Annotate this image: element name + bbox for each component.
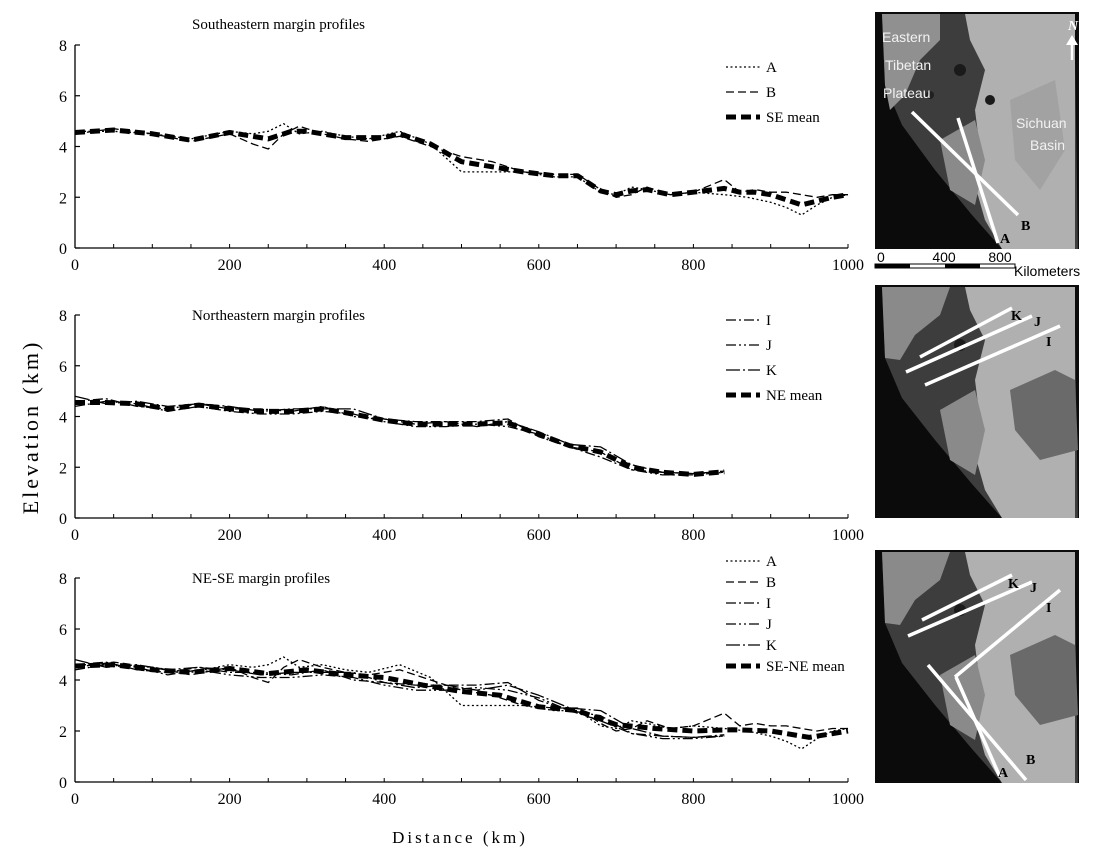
map-label-basin: Basin xyxy=(1030,137,1065,153)
x-tick-label: 600 xyxy=(527,257,551,274)
x-tick-label: 800 xyxy=(681,527,705,544)
map-label-eastern: Eastern xyxy=(882,29,930,45)
chart-title: NE-SE margin profiles xyxy=(192,571,330,587)
series-line-ne-mean xyxy=(75,400,725,477)
map-label-i: I xyxy=(1046,601,1051,616)
x-tick-label: 0 xyxy=(71,791,79,808)
x-tick-label: 400 xyxy=(372,257,396,274)
profile-line-i xyxy=(924,324,1061,387)
series-line-j xyxy=(74,664,725,740)
legend-label: B xyxy=(766,575,776,591)
y-tick-label: 0 xyxy=(59,775,67,792)
y-axis-label: Elevation (km) xyxy=(18,340,43,515)
y-tick-label: 6 xyxy=(59,622,67,639)
x-tick-label: 1000 xyxy=(832,791,864,808)
y-tick-label: 2 xyxy=(59,460,67,477)
map-label-j: J xyxy=(1030,581,1037,596)
y-tick-label: 0 xyxy=(59,241,67,258)
chart-northeastern-profiles: 0 2 4 6 8 0 200 400 600 800 1000 Northeastern margi… xyxy=(59,308,864,544)
y-tick-label: 2 xyxy=(59,190,67,207)
y-tick-label: 6 xyxy=(59,359,67,376)
x-tick-label: 200 xyxy=(218,257,242,274)
profile-line-b xyxy=(910,110,1020,217)
x-tick-label: 600 xyxy=(527,791,551,808)
x-tick-label: 200 xyxy=(218,527,242,544)
series-line-b xyxy=(74,658,848,732)
chart-ne-se-profiles: 0 2 4 6 8 0 200 400 600 800 1000 NE-SE margin profi… xyxy=(59,554,864,808)
x-tick-label: 400 xyxy=(372,527,396,544)
map-label-k: K xyxy=(1008,577,1019,592)
scale-tick-0: 0 xyxy=(877,249,885,265)
map-label-sichuan: Sichuan xyxy=(1016,115,1067,131)
map-label-plateau: Plateau xyxy=(883,85,930,101)
y-tick-label: 6 xyxy=(59,89,67,106)
y-tick-label: 0 xyxy=(59,511,67,528)
legend-label: SE-NE mean xyxy=(766,659,845,675)
chart-title: Southeastern margin profiles xyxy=(192,17,365,33)
x-tick-label: 200 xyxy=(218,791,242,808)
profile-line-a xyxy=(956,117,1000,244)
map-label-b: B xyxy=(1026,753,1035,768)
map-label-k: K xyxy=(1011,309,1022,324)
profile-line-j xyxy=(905,314,1033,374)
x-tick-label: 0 xyxy=(71,257,79,274)
y-tick-label: 2 xyxy=(59,724,67,741)
legend-label: K xyxy=(766,638,777,654)
chart-title: Northeastern margin profiles xyxy=(192,308,365,324)
scale-tick-400: 400 xyxy=(932,249,956,265)
legend-label: A xyxy=(766,60,777,76)
map-label-tibetan: Tibetan xyxy=(885,57,931,73)
chart-southeastern-profiles: 0 2 4 6 8 0 200 400 600 800 1000 Southeastern margi… xyxy=(59,17,864,274)
legend-label: SE mean xyxy=(766,110,820,126)
y-tick-label: 8 xyxy=(59,38,67,55)
legend-label: NE mean xyxy=(766,388,823,404)
scale-tick-800: 800 xyxy=(988,249,1012,265)
y-tick-label: 4 xyxy=(59,140,67,157)
legend-label: J xyxy=(766,617,772,633)
map-northeastern: K J I xyxy=(875,285,1079,518)
scale-unit: Kilometers xyxy=(1014,263,1080,279)
series-line-b xyxy=(74,125,848,198)
legend-label: I xyxy=(766,596,771,612)
profile-line-k xyxy=(919,306,1013,359)
series-line-k xyxy=(74,658,725,739)
x-tick-label: 0 xyxy=(71,527,79,544)
legend-label: J xyxy=(766,338,772,354)
x-tick-label: 600 xyxy=(527,527,551,544)
map-southeastern: Eastern Tibetan Plateau Sichuan Basin N … xyxy=(875,12,1079,249)
map-label-a: A xyxy=(998,766,1009,781)
y-tick-label: 4 xyxy=(59,410,67,427)
x-tick-label: 1000 xyxy=(832,527,864,544)
legend-label: K xyxy=(766,363,777,379)
map-label-a: A xyxy=(1000,232,1011,247)
x-axis-label: Distance (km) xyxy=(392,828,528,847)
map-label-b: B xyxy=(1021,219,1030,234)
y-tick-label: 8 xyxy=(59,308,67,325)
legend-label: I xyxy=(766,313,771,329)
map-ne-se: K J I A B xyxy=(875,550,1079,783)
x-tick-label: 1000 xyxy=(832,257,864,274)
north-label: N xyxy=(1067,19,1079,34)
series-line-k xyxy=(74,395,725,475)
legend-label: B xyxy=(766,85,776,101)
north-arrow-icon xyxy=(1066,35,1078,60)
series-line-j xyxy=(74,400,725,476)
legend-label: A xyxy=(766,554,777,570)
y-tick-label: 4 xyxy=(59,673,67,690)
series-line-se-ne-mean xyxy=(74,662,849,740)
x-tick-label: 400 xyxy=(372,791,396,808)
y-tick-label: 8 xyxy=(59,571,67,588)
x-tick-label: 800 xyxy=(681,257,705,274)
scale-bar: 0 400 800 Kilometers xyxy=(874,249,1080,279)
map-label-i: I xyxy=(1046,335,1051,350)
series-line-se-mean xyxy=(74,127,849,208)
x-tick-label: 800 xyxy=(681,791,705,808)
series-line-a xyxy=(75,123,849,216)
map-label-j: J xyxy=(1034,315,1041,330)
